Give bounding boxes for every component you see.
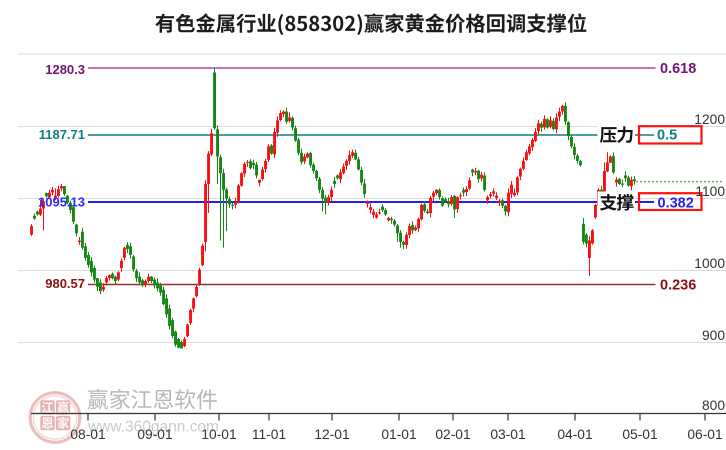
svg-text:980.57: 980.57 [45,276,85,291]
svg-text:03-01: 03-01 [490,427,525,442]
svg-text:12-01: 12-01 [314,427,349,442]
svg-text:1187.71: 1187.71 [39,127,85,142]
svg-text:0.618: 0.618 [660,61,696,77]
svg-text:02-01: 02-01 [435,427,470,442]
svg-text:1095.13: 1095.13 [38,195,85,210]
svg-text:11-01: 11-01 [252,427,286,442]
svg-text:10-01: 10-01 [201,427,236,442]
svg-text:06-01: 06-01 [687,427,722,442]
svg-text:1280.3: 1280.3 [45,62,85,77]
svg-text:1000: 1000 [694,256,725,271]
svg-text:04-01: 04-01 [557,427,592,442]
svg-text:0.382: 0.382 [658,196,694,212]
svg-text:1200: 1200 [694,112,725,127]
svg-text:09-01: 09-01 [137,427,172,442]
svg-text:900: 900 [702,328,725,343]
svg-text:0.5: 0.5 [657,128,677,144]
svg-text:800: 800 [702,398,725,413]
svg-text:08-01: 08-01 [70,427,105,442]
svg-text:1100: 1100 [695,184,725,199]
svg-text:05-01: 05-01 [622,427,657,442]
svg-text:0.236: 0.236 [660,278,696,294]
svg-text:01-01: 01-01 [381,427,416,442]
svg-text:www.360gann.com: www.360gann.com [87,419,219,436]
